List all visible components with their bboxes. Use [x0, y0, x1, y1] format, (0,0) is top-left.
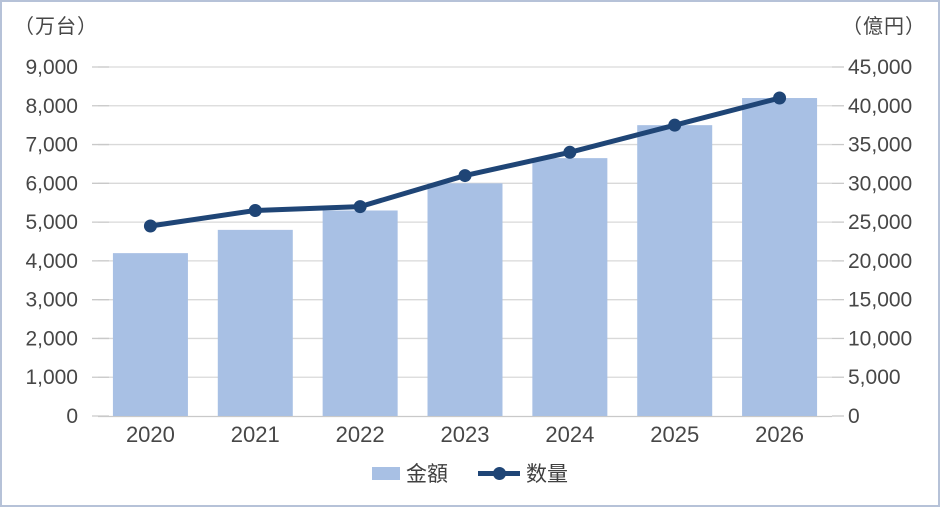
svg-text:3,000: 3,000	[25, 289, 78, 312]
bar-series-swatch-icon	[372, 466, 400, 480]
right-axis-unit-label: （億円）	[842, 16, 926, 38]
legend-label-amount: 金額	[406, 463, 448, 486]
svg-text:8,000: 8,000	[25, 95, 78, 118]
svg-text:9,000: 9,000	[25, 56, 78, 79]
svg-text:30,000: 30,000	[848, 172, 912, 195]
svg-text:2024: 2024	[545, 422, 594, 447]
svg-text:0: 0	[848, 405, 860, 428]
svg-text:25,000: 25,000	[848, 211, 912, 234]
svg-text:1,000: 1,000	[25, 366, 78, 389]
legend-item-quantity: 数量	[478, 458, 568, 488]
svg-text:15,000: 15,000	[848, 289, 912, 312]
svg-text:5,000: 5,000	[25, 211, 78, 234]
svg-text:2025: 2025	[650, 422, 699, 447]
svg-text:10,000: 10,000	[848, 327, 912, 350]
svg-text:0: 0	[66, 405, 78, 428]
svg-text:35,000: 35,000	[848, 134, 912, 157]
combo-chart-plot: 0 1,000 2,000 3,000 4,000 5,000 6,000 7,000 8,00…	[25, 56, 912, 447]
svg-text:20,000: 20,000	[848, 250, 912, 273]
svg-text:2022: 2022	[336, 422, 385, 447]
svg-text:2026: 2026	[755, 422, 804, 447]
line-series-swatch-icon	[478, 466, 520, 480]
svg-text:5,000: 5,000	[848, 366, 901, 389]
svg-text:45,000: 45,000	[848, 56, 912, 79]
svg-text:4,000: 4,000	[25, 250, 78, 273]
left-axis-unit-label: （万台）	[14, 16, 98, 38]
svg-text:40,000: 40,000	[848, 95, 912, 118]
svg-text:2021: 2021	[231, 422, 280, 447]
line-series-marker-icon	[492, 466, 506, 480]
legend-label-quantity: 数量	[526, 463, 568, 486]
svg-text:7,000: 7,000	[25, 134, 78, 157]
chart-legend: 金額 数量	[2, 458, 938, 488]
svg-text:2,000: 2,000	[25, 327, 78, 350]
legend-item-amount: 金額	[372, 458, 448, 488]
svg-text:2020: 2020	[126, 422, 175, 447]
svg-text:2023: 2023	[441, 422, 490, 447]
svg-text:6,000: 6,000	[25, 172, 78, 195]
